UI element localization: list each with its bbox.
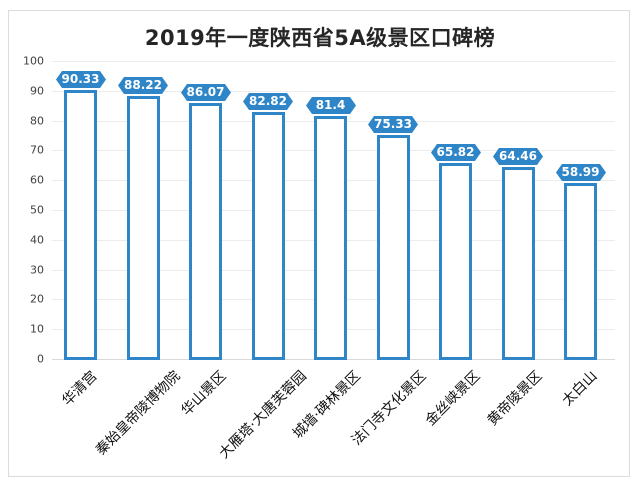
x-tick-label: 黄帝陵景区 (484, 368, 546, 429)
bar (189, 102, 222, 360)
gridline (52, 91, 615, 92)
bar (314, 116, 347, 360)
data-label: 65.82 (430, 143, 481, 161)
data-label: 64.46 (493, 147, 543, 165)
data-label: 58.99 (555, 164, 606, 182)
x-tick-label: 太白山 (559, 368, 601, 410)
y-tick-label: 70 (30, 143, 44, 157)
bar (501, 166, 535, 360)
bar (251, 112, 285, 360)
y-tick-label: 10 (30, 322, 44, 336)
bar (564, 183, 597, 360)
y-tick-label: 60 (30, 173, 44, 187)
y-tick-label: 20 (30, 292, 44, 306)
data-label: 82.82 (243, 93, 293, 111)
bar (64, 89, 97, 360)
y-tick-label: 40 (30, 233, 44, 247)
y-tick-label: 30 (30, 263, 44, 277)
gridline (52, 61, 615, 62)
x-tick-label: 秦始皇帝陵博物院 (92, 368, 184, 459)
x-tick-label: 金丝峡景区 (422, 368, 484, 429)
x-tick-label: 华山景区 (178, 368, 230, 420)
data-label: 90.33 (55, 70, 106, 88)
y-tick-label: 90 (30, 84, 44, 98)
data-label: 88.22 (118, 77, 168, 95)
chart-title: 2019年一度陕西省5A级景区口碑榜 (144, 26, 496, 50)
bar (376, 134, 410, 360)
data-label: 81.4 (305, 97, 356, 115)
y-tick-label: 0 (37, 352, 44, 366)
y-tick-label: 80 (30, 114, 44, 128)
y-tick-label: 100 (23, 54, 44, 68)
bar (439, 162, 472, 360)
data-label: 75.33 (368, 115, 418, 133)
data-label: 86.07 (180, 83, 231, 101)
bar (126, 96, 160, 360)
x-tick-label: 华清宫 (59, 368, 101, 410)
y-tick-label: 50 (30, 203, 44, 217)
